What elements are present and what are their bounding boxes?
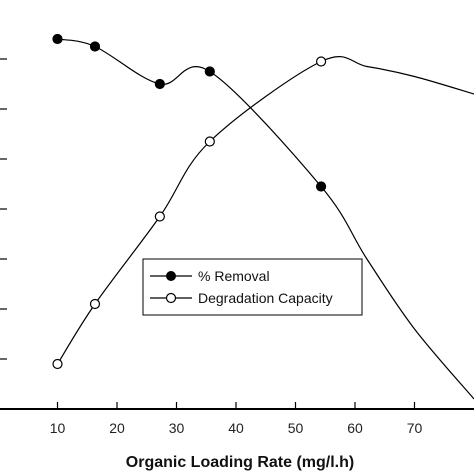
x-tick-label: 70 (407, 420, 423, 436)
x-tick-label: 20 (109, 420, 125, 436)
data-point-series-1 (315, 56, 327, 67)
series-layer (52, 33, 474, 400)
data-point-series-0 (315, 181, 327, 192)
data-point-series-1 (89, 298, 101, 310)
series-line-0 (57, 38, 474, 400)
legend: % Removal Degradation Capacity (142, 258, 363, 316)
x-tick-label: 60 (347, 420, 363, 436)
x-axis-ticks: 10 20 30 40 50 60 70 (50, 402, 423, 436)
x-tick-label: 40 (228, 420, 244, 436)
legend-label-removal: % Removal (198, 268, 270, 284)
x-tick-label: 50 (288, 420, 304, 436)
x-tick-label: 10 (50, 420, 66, 436)
data-point-series-0 (89, 41, 101, 52)
x-tick-label: 30 (169, 420, 185, 436)
legend-box (142, 258, 363, 316)
data-point-series-0 (204, 66, 215, 77)
data-point-series-1 (204, 136, 215, 147)
x-axis-title: Organic Loading Rate (mg/l.h) (126, 454, 354, 471)
data-point-series-1 (154, 211, 165, 222)
series-line-1 (56, 56, 474, 365)
data-point-series-0 (52, 33, 63, 45)
plot-area: 10 20 30 40 50 60 70 (0, 33, 474, 436)
data-point-series-1 (52, 358, 63, 370)
data-point-series-0 (154, 78, 165, 90)
y-axis-ticks (0, 58, 7, 360)
legend-marker-removal (166, 271, 176, 281)
legend-marker-degradation (165, 292, 177, 304)
legend-label-degradation: Degradation Capacity (198, 290, 333, 306)
